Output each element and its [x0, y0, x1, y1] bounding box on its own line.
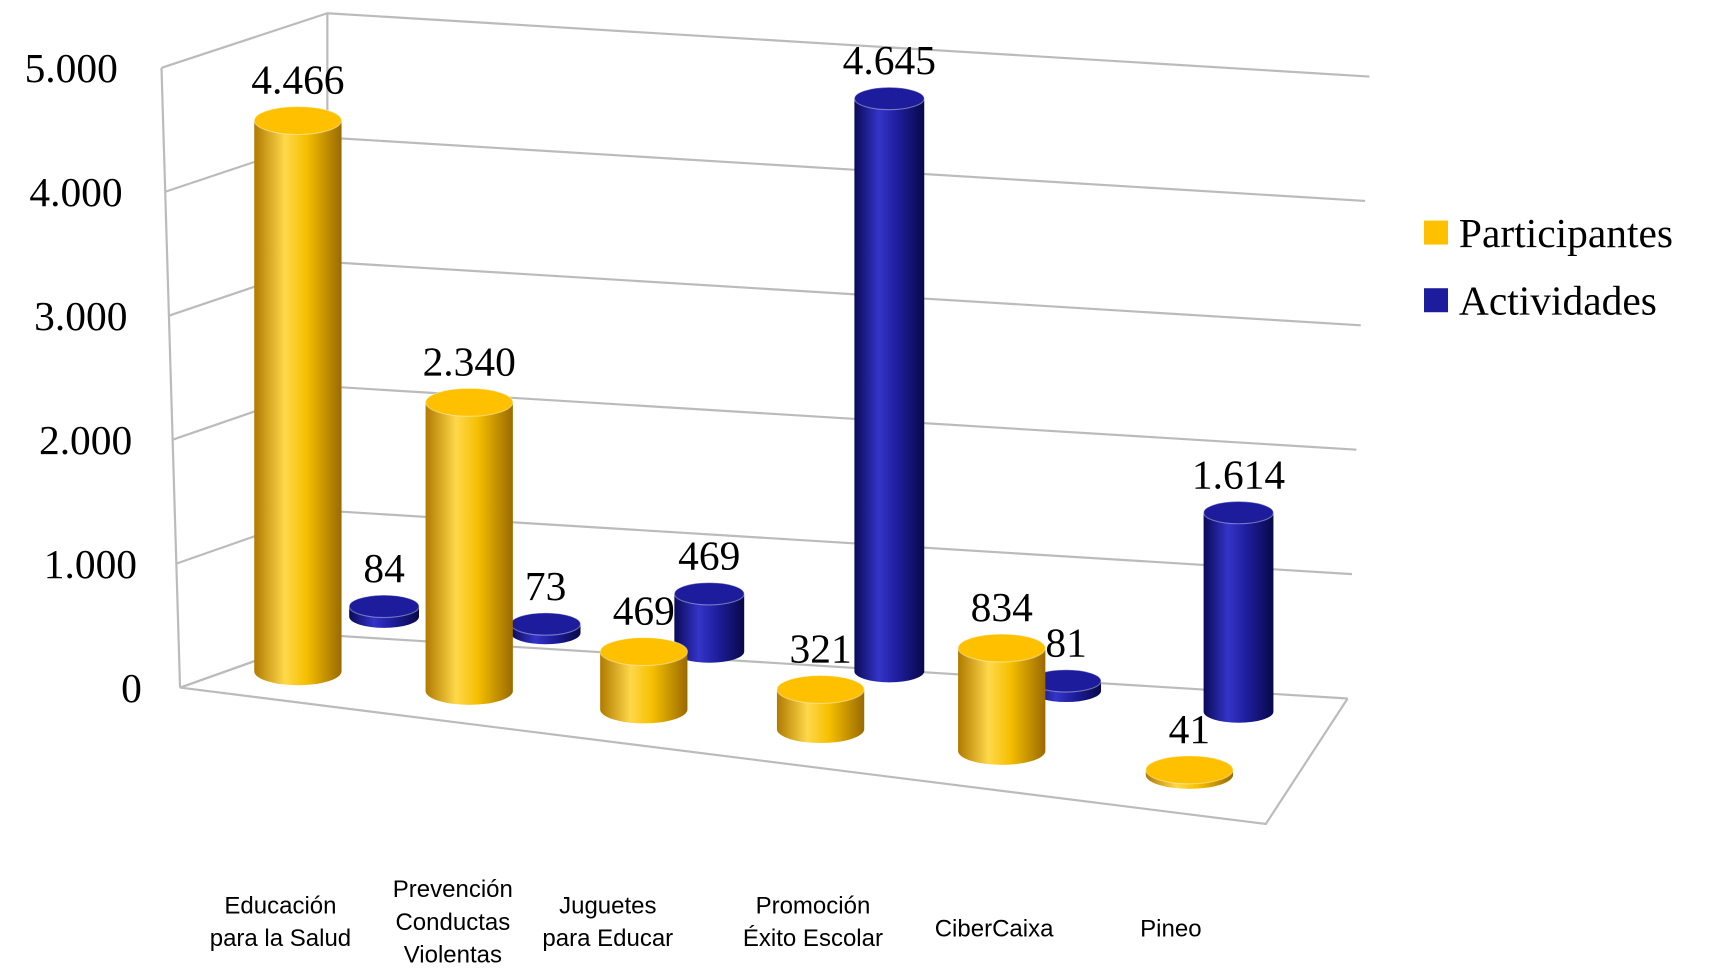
value-label: 834	[971, 584, 1033, 630]
grid-line	[164, 136, 1366, 203]
x-tick-label: CiberCaixa	[935, 915, 1054, 942]
bar	[1203, 500, 1274, 723]
bar-top	[853, 86, 925, 111]
grid-line	[175, 509, 1353, 576]
x-tick-label: Prevención	[393, 876, 513, 903]
bar	[673, 582, 745, 663]
bar	[425, 387, 514, 705]
y-tick-label: 0	[121, 665, 142, 711]
bar-body	[600, 651, 688, 724]
value-label: 41	[1169, 706, 1210, 752]
bar-body	[776, 689, 865, 744]
bar-top	[425, 387, 514, 417]
grid-line	[172, 385, 1357, 451]
x-tick-label: Promoción	[756, 892, 871, 919]
bar-body	[854, 98, 925, 683]
value-label: 321	[789, 625, 851, 671]
x-tick-label: para Educar	[542, 925, 673, 952]
grid-line	[168, 260, 1361, 327]
x-tick-label: Conductas	[395, 909, 510, 936]
grid-line	[161, 12, 1370, 78]
y-tick-label: 4.000	[29, 169, 122, 215]
bar-top	[599, 637, 689, 667]
bar	[853, 86, 925, 683]
value-label: 81	[1045, 620, 1086, 666]
legend-label: Participantes	[1459, 210, 1673, 256]
bar-body	[1203, 512, 1274, 723]
bar-top	[1145, 755, 1234, 785]
bar-body	[425, 402, 513, 705]
bar	[599, 637, 689, 724]
bar	[253, 106, 343, 686]
bar-body	[958, 648, 1046, 765]
x-tick-label: Violentas	[404, 942, 502, 969]
bar-top	[957, 633, 1046, 663]
x-tick-label: para la Salud	[210, 925, 351, 952]
value-label: 73	[525, 563, 566, 609]
y-tick-label: 2.000	[39, 417, 132, 463]
value-label: 84	[363, 545, 405, 591]
value-label: 4.466	[251, 56, 344, 102]
bar	[1030, 669, 1102, 703]
bar-top	[1203, 500, 1274, 525]
value-label: 2.340	[423, 338, 516, 384]
x-tick-label: Juguetes	[559, 892, 656, 919]
bar-top	[348, 594, 420, 619]
bar	[957, 633, 1046, 765]
value-label: 469	[678, 532, 740, 578]
y-tick-label: 5.000	[25, 45, 118, 91]
bar-top	[253, 106, 343, 136]
bar-body	[674, 593, 745, 663]
legend-swatch	[1424, 288, 1449, 313]
y-tick-label: 3.000	[34, 293, 127, 339]
bar	[510, 612, 582, 645]
bar	[1145, 755, 1234, 789]
bar-top	[510, 612, 582, 636]
value-label: 1.614	[1192, 451, 1286, 497]
legend-swatch	[1424, 220, 1449, 245]
value-label: 4.645	[843, 37, 936, 83]
bar-top	[673, 582, 745, 606]
x-tick-label: Éxito Escolar	[743, 925, 883, 952]
value-label: 469	[613, 588, 675, 634]
x-tick-label: Pineo	[1140, 915, 1201, 942]
x-tick-label: Educación	[224, 892, 336, 919]
bar	[776, 674, 865, 744]
legend-label: Actividades	[1459, 277, 1657, 323]
bar	[348, 594, 420, 628]
grid-line	[179, 634, 1348, 700]
bar-top	[776, 674, 865, 704]
bar-body	[254, 120, 342, 686]
y-tick-label: 1.000	[44, 541, 137, 587]
